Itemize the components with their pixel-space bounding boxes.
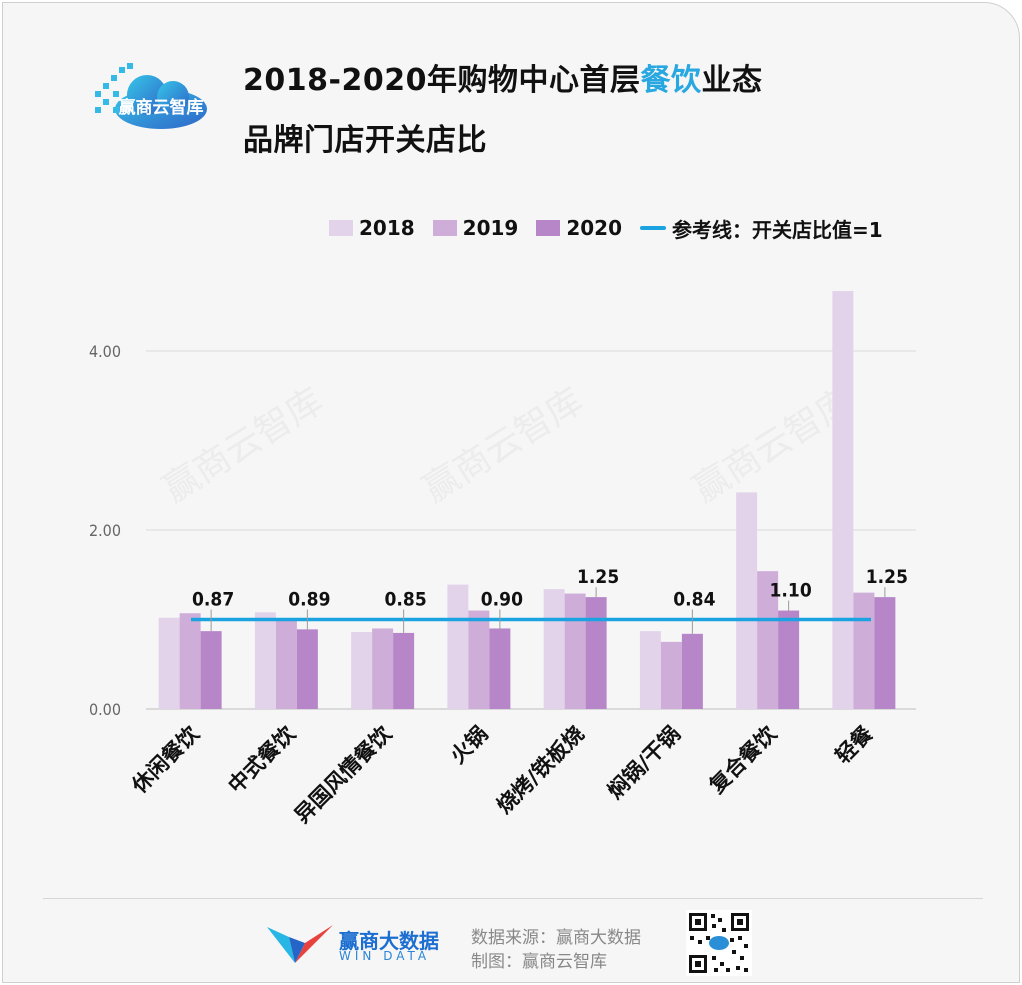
legend-swatch-2019 bbox=[432, 220, 457, 236]
qr-code-icon bbox=[686, 910, 752, 976]
x-category-label: 中式餐饮 bbox=[224, 721, 301, 798]
bar-2020-3 bbox=[489, 628, 511, 709]
x-category-label: 轻餐 bbox=[831, 721, 878, 768]
watermark-text: 赢商云智库 bbox=[416, 380, 590, 510]
bar-chart: 赢商云智库 赢商云智库 赢商云智库 0.002.004.00 0.87 0.89 0.8… bbox=[89, 291, 916, 828]
bar-2020-7 bbox=[874, 597, 896, 709]
bar-2018-3 bbox=[447, 584, 469, 709]
y-tick-label: 0.00 bbox=[89, 700, 121, 719]
bar-2020-4 bbox=[585, 597, 607, 709]
x-category-label: 复合餐饮 bbox=[704, 721, 782, 799]
win-data-logo-icon bbox=[267, 925, 333, 963]
bar-2019-6 bbox=[757, 571, 779, 709]
data-label: 1.25 bbox=[866, 566, 908, 588]
legend: 2018 2019 2020 参考线：开关店比值=1 bbox=[329, 213, 901, 243]
legend-label-2018: 2018 bbox=[359, 216, 415, 240]
data-label: 0.90 bbox=[481, 589, 523, 611]
x-category-label: 焖锅/干锅 bbox=[603, 722, 685, 804]
cloud-logo-icon: 赢商云智库 bbox=[95, 63, 207, 129]
chart-title-line2: 品牌门店开关店比 bbox=[243, 123, 487, 158]
x-category-label: 烧烤/铁板烧 bbox=[492, 722, 589, 819]
bar-2018-1 bbox=[254, 612, 276, 709]
legend-item-2019: 2019 bbox=[432, 216, 519, 240]
y-tick-label: 4.00 bbox=[89, 342, 121, 361]
data-label: 1.10 bbox=[770, 580, 812, 602]
legend-label-reference: 参考线：开关店比值=1 bbox=[672, 217, 883, 242]
bar-2018-5 bbox=[639, 631, 661, 709]
footer-made-by: 制图：赢商云智库 bbox=[471, 952, 607, 972]
bar-2020-6 bbox=[778, 610, 800, 709]
legend-label-2019: 2019 bbox=[462, 216, 519, 240]
data-label: 0.85 bbox=[385, 589, 427, 611]
bar-2019-5 bbox=[660, 641, 682, 709]
bar-2020-1 bbox=[296, 629, 318, 709]
x-category-label: 火锅 bbox=[446, 722, 493, 769]
title-part1: 2018-2020年购物中心首层 bbox=[243, 63, 641, 98]
bar-2018-7 bbox=[832, 291, 854, 709]
chart-title-line1: 2018-2020年购物中心首层餐饮业态 bbox=[243, 55, 762, 99]
legend-swatch-reference bbox=[640, 226, 667, 230]
bar-2018-0 bbox=[158, 617, 180, 709]
bar-2018-2 bbox=[351, 632, 373, 709]
data-label: 0.87 bbox=[192, 589, 234, 611]
title-highlight: 餐饮 bbox=[640, 63, 702, 98]
legend-label-2020: 2020 bbox=[566, 216, 623, 240]
legend-swatch-2018 bbox=[329, 220, 353, 236]
bar-2020-5 bbox=[681, 633, 703, 709]
data-label: 1.25 bbox=[577, 566, 619, 588]
bar-2019-1 bbox=[275, 618, 297, 709]
watermark-text: 赢商云智库 bbox=[156, 380, 330, 510]
bar-2019-7 bbox=[853, 592, 875, 709]
logo-text: 赢商云智库 bbox=[119, 97, 204, 118]
legend-item-2020: 2020 bbox=[536, 216, 622, 240]
bar-2020-0 bbox=[200, 631, 222, 709]
y-tick-label: 2.00 bbox=[89, 521, 121, 540]
footer-brand-en: WIN DATA bbox=[339, 949, 431, 963]
footer-brand: 赢商大数据 bbox=[339, 929, 439, 953]
bar-2018-6 bbox=[736, 492, 758, 709]
x-category-label: 休闲餐饮 bbox=[127, 721, 205, 799]
legend-item-2018: 2018 bbox=[329, 216, 415, 240]
legend-item-reference: 参考线：开关店比值=1 bbox=[640, 214, 883, 243]
bar-2018-4 bbox=[543, 589, 565, 709]
bar-2019-3 bbox=[468, 610, 490, 709]
bar-2019-0 bbox=[179, 613, 201, 709]
footer-divider bbox=[43, 898, 983, 899]
data-label: 0.89 bbox=[288, 589, 330, 611]
bar-2019-4 bbox=[564, 593, 586, 709]
bar-2020-2 bbox=[393, 632, 415, 709]
data-label: 0.84 bbox=[673, 589, 715, 611]
bar-2019-2 bbox=[372, 628, 394, 709]
footer-source: 数据来源：赢商大数据 bbox=[471, 928, 641, 948]
title-part2: 业态 bbox=[701, 63, 763, 98]
x-category-label: 异国风情餐饮 bbox=[290, 721, 397, 828]
legend-swatch-2020 bbox=[536, 220, 561, 236]
